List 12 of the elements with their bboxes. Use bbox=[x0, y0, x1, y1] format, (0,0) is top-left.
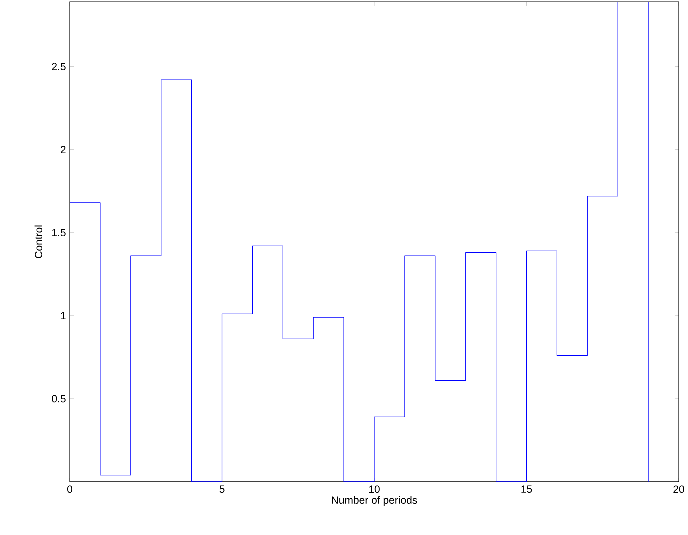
x-tick-label: 0 bbox=[67, 486, 73, 494]
y-tick-label: 2 bbox=[61, 146, 66, 154]
y-tick-label: 1 bbox=[61, 312, 66, 320]
y-tick-label: 2.5 bbox=[52, 63, 66, 70]
y-axis-title: Control bbox=[34, 226, 43, 258]
x-tick-label: 20 bbox=[674, 486, 684, 494]
x-tick-label: 15 bbox=[522, 486, 532, 494]
y-tick-label: 1.5 bbox=[52, 229, 66, 237]
y-tick-label: 0.5 bbox=[52, 395, 66, 403]
x-tick-label: 5 bbox=[220, 486, 225, 494]
x-tick-label: 10 bbox=[369, 486, 380, 494]
x-axis-title: Number of periods bbox=[332, 496, 418, 506]
